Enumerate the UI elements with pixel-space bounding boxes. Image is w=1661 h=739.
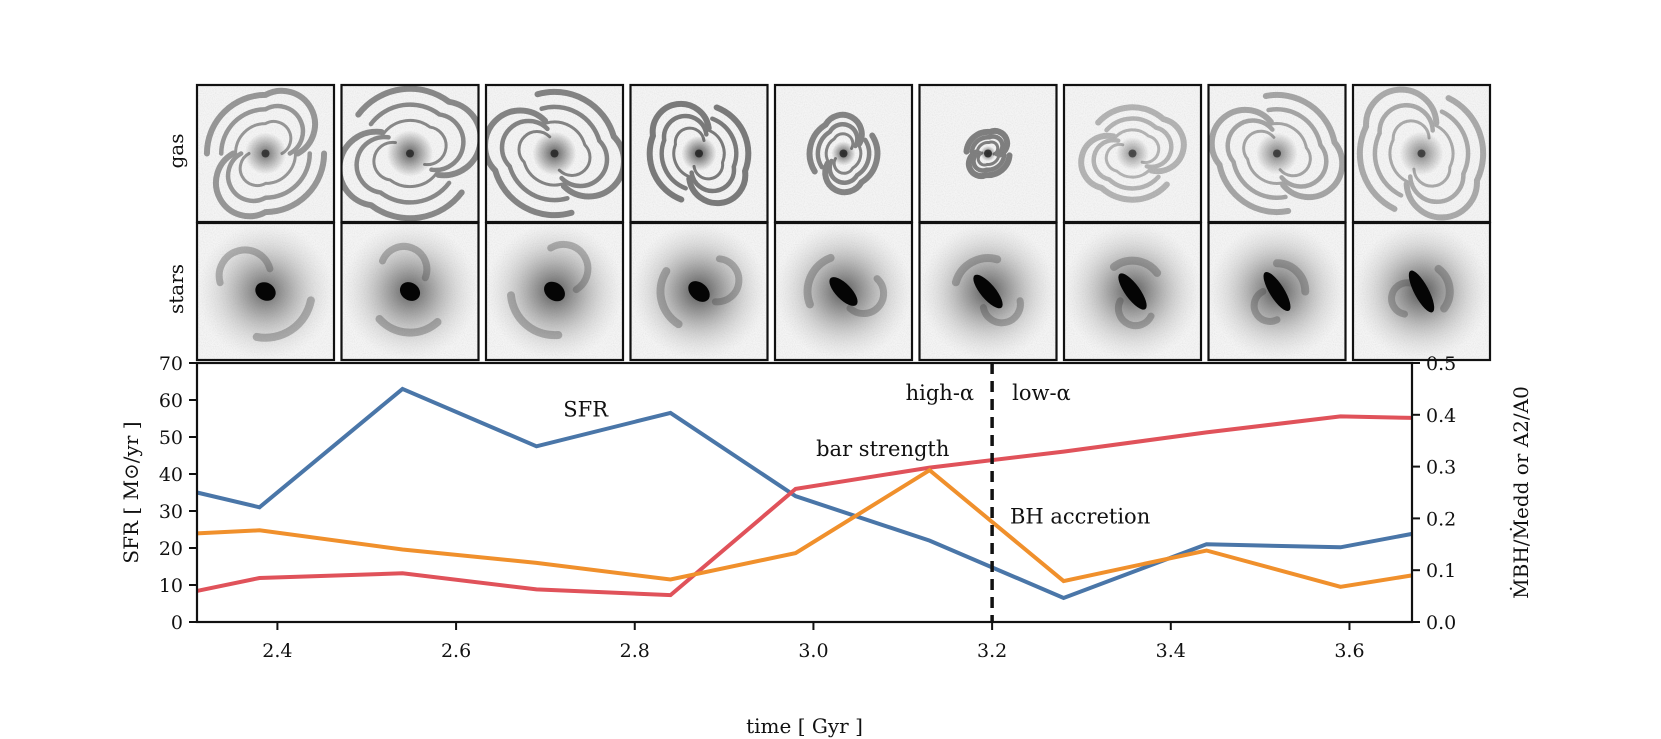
stars-thumbnail	[1351, 221, 1492, 362]
stars-thumbnail	[484, 221, 625, 362]
left-y-tick-label: 30	[159, 501, 183, 523]
x-axis-ticks: 2.4 2.6 2.8 3.0 3.2 3.4 3.6	[262, 622, 1365, 662]
right-y-tick-label: 0.2	[1426, 508, 1456, 530]
x-tick-label: 2.4	[262, 640, 292, 662]
high-alpha-label: high-α	[906, 381, 975, 405]
series-layer	[196, 386, 1413, 601]
plot-frame	[195, 361, 1414, 624]
right-y-axis-title: ṀBH/Ṁedd or A2/A0	[1509, 386, 1533, 599]
line-chart: 2.4 2.6 2.8 3.0 3.2 3.4 3.6 0 10 20 30 40 50 60 70 0.…	[119, 353, 1533, 738]
stars-thumbnail	[1207, 221, 1347, 362]
x-axis-title: time [ Gyr ]	[746, 714, 863, 738]
bar-strength-series-label: bar strength	[816, 437, 949, 461]
gas-thumbnail	[629, 83, 769, 224]
low-alpha-label: low-α	[1012, 381, 1071, 405]
gas-thumbnail	[1062, 83, 1203, 224]
gas-thumbnail	[195, 83, 336, 224]
stars-thumbnail	[340, 221, 480, 362]
stars-thumbnail	[195, 221, 336, 362]
bh-accretion-series-line	[196, 467, 1413, 589]
stars-thumbnail	[773, 221, 914, 362]
left-y-axis-title: SFR [ M⊙/yr ]	[119, 421, 143, 563]
gas-thumbnail	[773, 83, 914, 224]
x-tick-label: 2.6	[441, 640, 471, 662]
gas-thumbnail	[918, 83, 1058, 224]
sfr-series-label: SFR	[563, 398, 609, 422]
bh-accretion-series-label: BH accretion	[1010, 505, 1150, 529]
x-tick-label: 2.8	[620, 640, 650, 662]
galaxy-thumbnail-grid	[195, 83, 1492, 362]
left-y-tick-label: 10	[159, 575, 183, 597]
row-label-gas: gas	[164, 134, 188, 169]
gas-thumbnail	[340, 83, 480, 224]
x-tick-label: 3.6	[1334, 640, 1364, 662]
stars-thumbnail	[1062, 221, 1203, 362]
left-y-tick-label: 20	[159, 538, 183, 560]
gas-thumbnail	[484, 83, 625, 224]
left-y-tick-label: 50	[159, 427, 183, 449]
right-y-axis-ticks: 0.0 0.1 0.2 0.3 0.4 0.5	[1412, 353, 1456, 634]
stars-thumbnail	[629, 221, 769, 362]
left-y-axis-ticks: 0 10 20 30 40 50 60 70	[159, 353, 197, 634]
right-y-tick-label: 0.3	[1426, 457, 1456, 479]
gas-thumbnail	[1351, 83, 1492, 224]
right-y-tick-label: 0.5	[1426, 353, 1456, 375]
row-label-stars: stars	[164, 264, 188, 314]
left-y-tick-label: 60	[159, 390, 183, 412]
right-y-tick-label: 0.0	[1426, 612, 1456, 634]
sfr-series-line	[196, 386, 1413, 601]
stars-thumbnail	[918, 221, 1058, 362]
left-y-tick-label: 40	[159, 464, 183, 486]
x-tick-label: 3.0	[798, 640, 828, 662]
x-tick-label: 3.4	[1156, 640, 1186, 662]
left-y-tick-label: 70	[159, 353, 183, 375]
right-y-tick-label: 0.4	[1426, 405, 1456, 427]
bar-strength-series-line	[196, 414, 1413, 598]
right-y-tick-label: 0.1	[1426, 560, 1456, 582]
x-tick-label: 3.2	[977, 640, 1007, 662]
left-y-tick-label: 0	[171, 612, 183, 634]
gas-thumbnail	[1207, 83, 1347, 224]
